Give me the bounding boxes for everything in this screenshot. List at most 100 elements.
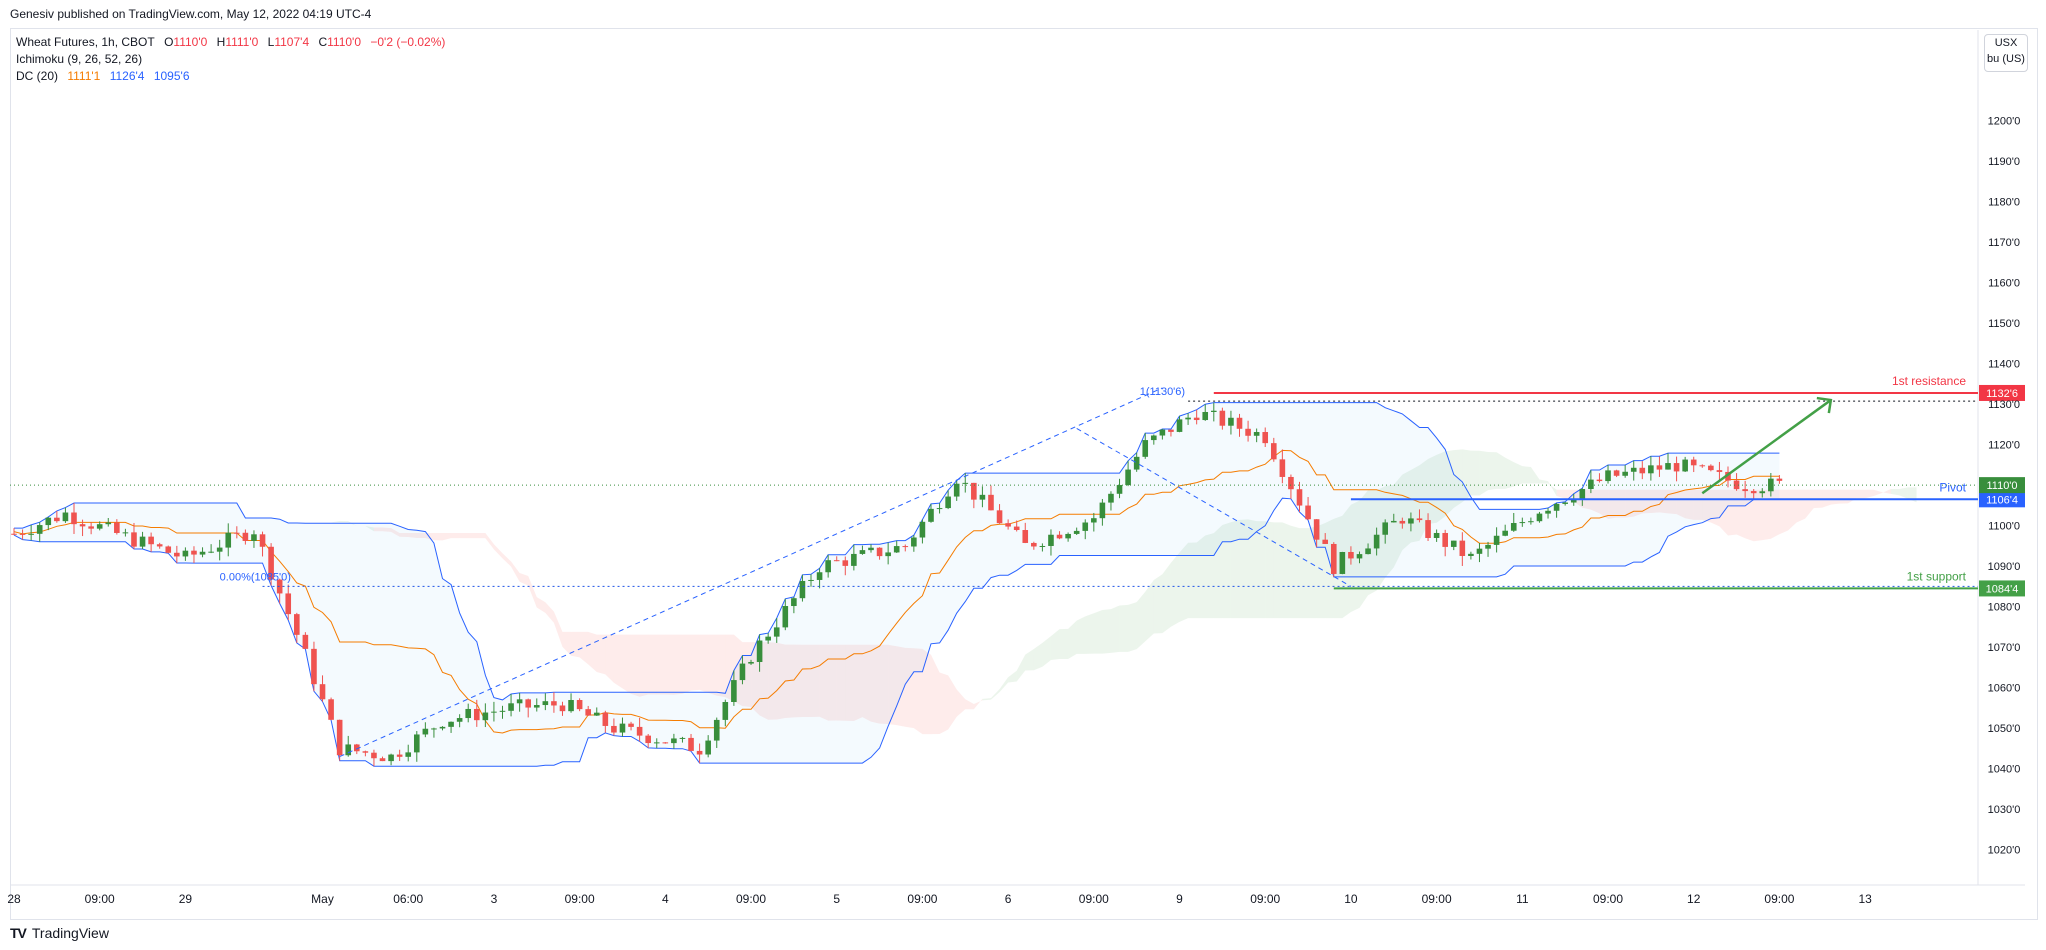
last-price-tag xyxy=(1979,477,2025,494)
cloud-segment xyxy=(1273,522,1283,619)
candle-body xyxy=(1570,499,1577,503)
candle-body xyxy=(953,483,960,497)
cloud-segment xyxy=(1042,636,1051,667)
candle-body xyxy=(1005,523,1011,527)
cloud-segment xyxy=(1076,616,1086,654)
cloud-segment xyxy=(1787,489,1797,531)
cloud-segment xyxy=(776,642,786,720)
candle-body xyxy=(354,744,360,752)
price-tick-label: 1060'0 xyxy=(1988,683,2021,695)
cloud-segment xyxy=(519,572,529,586)
cloud-segment xyxy=(999,677,1009,693)
candle-body xyxy=(1176,419,1183,432)
candle-body xyxy=(1125,469,1131,486)
candle-body xyxy=(1485,544,1491,549)
ichimoku-cloud xyxy=(236,449,1917,735)
time-tick-label: 10 xyxy=(1344,892,1358,906)
price-tick-label: 1130'0 xyxy=(1988,399,2020,411)
candle-body xyxy=(1099,502,1106,519)
candle-body xyxy=(1716,470,1723,472)
candle-body xyxy=(396,754,403,757)
cloud-segment xyxy=(1033,642,1043,671)
cloud-segment xyxy=(1093,609,1103,654)
cloud-segment xyxy=(1085,613,1094,654)
candle-body xyxy=(1725,471,1731,481)
time-tick-label: 09:00 xyxy=(1764,892,1794,906)
cloud-segment xyxy=(1402,470,1411,551)
candle-body xyxy=(705,740,711,755)
tradingview-footer[interactable]: TV TradingView xyxy=(10,922,109,944)
cloud-segment xyxy=(391,528,400,537)
cloud-segment xyxy=(459,533,469,539)
cloud-segment xyxy=(1110,605,1120,653)
candle-body xyxy=(859,550,866,554)
cloud-segment xyxy=(853,644,863,721)
cloud-segment xyxy=(930,654,940,735)
cloud-segment xyxy=(416,533,426,539)
time-tick-label: 09:00 xyxy=(907,892,937,906)
candle-body xyxy=(1039,545,1046,547)
candle-body xyxy=(96,524,103,529)
candle-body xyxy=(62,512,69,522)
time-tick-label: 4 xyxy=(662,892,669,906)
candle-body xyxy=(148,536,154,545)
cloud-segment xyxy=(1736,489,1746,539)
candle-body xyxy=(1108,493,1114,503)
time-tick-label: 09:00 xyxy=(1422,892,1452,906)
price-tick-label: 1180'0 xyxy=(1988,197,2020,209)
cloud-segment xyxy=(1890,488,1900,496)
candle-body xyxy=(799,580,806,599)
legend-ichimoku-row: Ichimoku (9, 26, 52, 26) xyxy=(16,51,451,68)
cloud-segment xyxy=(1050,629,1060,661)
cloud-segment xyxy=(1556,489,1566,499)
candle-body xyxy=(11,533,17,535)
candle-body xyxy=(1528,521,1534,523)
candle-body xyxy=(105,522,112,525)
cloud-segment xyxy=(802,644,812,718)
candle-body xyxy=(405,752,412,757)
cloud-segment xyxy=(1342,504,1351,619)
cloud-segment xyxy=(331,520,340,523)
cloud-segment xyxy=(973,698,983,710)
candle-body xyxy=(1236,417,1243,429)
cloud-segment xyxy=(1008,670,1017,683)
cloud-segment xyxy=(828,644,837,721)
time-tick-label: 12 xyxy=(1687,892,1701,906)
candle-body xyxy=(1022,530,1029,543)
cloud-segment xyxy=(1530,467,1540,484)
cloud-segment xyxy=(433,533,443,541)
cloud-segment xyxy=(631,634,640,697)
cloud-segment xyxy=(1436,451,1446,523)
candle-body xyxy=(45,517,52,526)
donchian-fill xyxy=(14,402,1780,767)
unit-selector[interactable]: USX bu (US) xyxy=(1984,34,2028,72)
cloud-segment xyxy=(1333,515,1343,619)
price-tick-label: 1050'0 xyxy=(1988,723,2021,735)
dc-lower-value: 1095'6 xyxy=(153,69,190,83)
cloud-segment xyxy=(1359,490,1369,608)
candle-body xyxy=(671,738,677,744)
price-tick-label: 1160'0 xyxy=(1988,278,2020,290)
fib-level-label: 0.00%(1085'0) xyxy=(220,571,291,583)
cloud-segment xyxy=(1847,489,1857,504)
candle-body xyxy=(1399,520,1406,524)
candle-body xyxy=(165,546,172,553)
cloud-segment xyxy=(1488,451,1497,491)
candle-body xyxy=(1056,534,1063,539)
candle-body xyxy=(1502,530,1508,536)
candle-body xyxy=(122,532,129,534)
candle-body xyxy=(1665,463,1671,470)
candle-body xyxy=(268,546,274,580)
candle-body xyxy=(1313,519,1320,540)
candle-body xyxy=(1408,518,1414,524)
ohlc-close: C1110'0 xyxy=(318,35,362,49)
cloud-segment xyxy=(493,544,503,559)
cloud-segment xyxy=(1462,449,1471,503)
price-tick-label: 1170'0 xyxy=(1988,237,2020,249)
candle-body xyxy=(1433,532,1440,538)
cloud-segment xyxy=(1119,604,1129,652)
candle-body xyxy=(868,547,874,551)
candle-body xyxy=(773,627,780,637)
level-price-tag xyxy=(1979,491,2025,508)
